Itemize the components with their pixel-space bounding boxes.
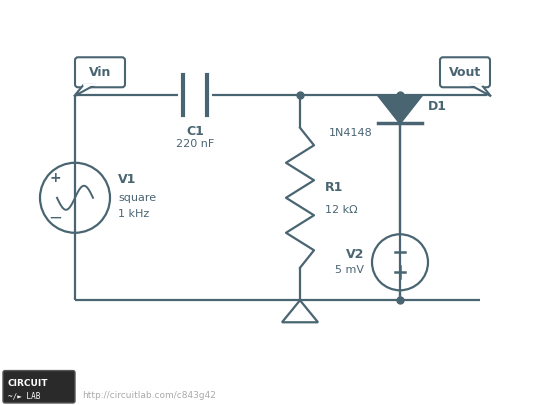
Text: 220 nF: 220 nF bbox=[176, 139, 214, 149]
FancyBboxPatch shape bbox=[75, 57, 125, 87]
Text: Eugen / Lab3 Schema 3: Eugen / Lab3 Schema 3 bbox=[82, 379, 198, 389]
Polygon shape bbox=[378, 95, 422, 123]
Text: V2: V2 bbox=[346, 248, 364, 261]
Text: ~∕► LAB: ~∕► LAB bbox=[8, 391, 40, 400]
Text: R1: R1 bbox=[325, 181, 343, 194]
Polygon shape bbox=[74, 84, 96, 96]
Text: V1: V1 bbox=[118, 173, 137, 186]
FancyBboxPatch shape bbox=[3, 371, 75, 403]
Text: C1: C1 bbox=[186, 125, 204, 138]
Text: +: + bbox=[49, 171, 61, 185]
Text: Vin: Vin bbox=[89, 66, 111, 79]
Text: http://circuitlab.com/c843g42: http://circuitlab.com/c843g42 bbox=[82, 391, 216, 400]
Text: Vout: Vout bbox=[449, 66, 481, 79]
Polygon shape bbox=[469, 84, 491, 96]
Text: 12 kΩ: 12 kΩ bbox=[325, 205, 357, 215]
Text: 1N4148: 1N4148 bbox=[329, 128, 373, 138]
FancyBboxPatch shape bbox=[440, 57, 490, 87]
Text: 5 mV: 5 mV bbox=[335, 265, 364, 275]
Text: square: square bbox=[118, 193, 156, 203]
Text: 1 kHz: 1 kHz bbox=[118, 209, 149, 219]
Text: D1: D1 bbox=[428, 100, 447, 113]
Text: −: − bbox=[48, 209, 62, 227]
Text: CIRCUIT: CIRCUIT bbox=[8, 379, 49, 388]
